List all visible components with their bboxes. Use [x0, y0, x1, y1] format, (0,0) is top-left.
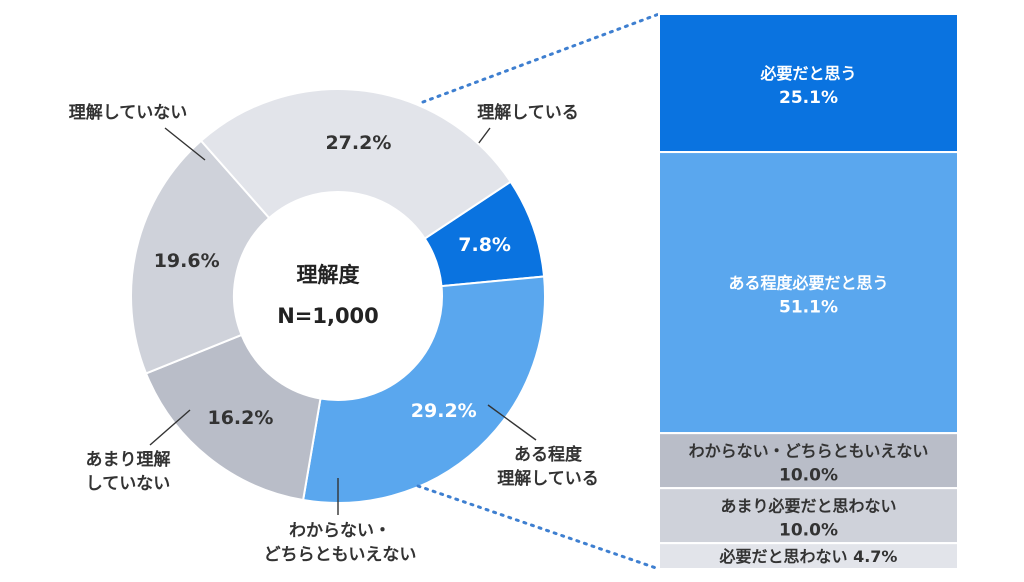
stacked-segment-item-1 [658, 13, 959, 154]
stacked-segment-label: 必要だと思う [759, 64, 856, 83]
stacked-segment-item-3 [658, 432, 959, 490]
stacked-segment-value: 10.0% [779, 466, 838, 486]
stacked-segment-value: 51.1% [779, 298, 838, 318]
stacked-segment-item-4 [658, 487, 959, 545]
connector-lines [416, 12, 661, 571]
donut-value-label: 16.2% [207, 407, 273, 429]
connector-bottom [416, 484, 661, 571]
stacked-segment-value: 10.0% [779, 521, 838, 541]
callout-leader-line [149, 409, 191, 446]
donut-slice-item-5 [199, 88, 513, 240]
donut-value-label: 19.6% [154, 250, 220, 272]
donut-category-label: ある程度理解している [497, 444, 599, 489]
stacked-bar-chart: 必要だと思う 25.1% ある程度必要だと思う 51.1% わからない・どちらともいえな… [658, 13, 959, 570]
donut-category-label: 理解している [477, 102, 579, 123]
stacked-segment-label: 必要だと思わない 4.7% [719, 547, 898, 566]
stacked-segment-label: あまり必要だと思わない [720, 497, 896, 516]
donut-center-title: 理解度 [297, 263, 360, 287]
donut-category-label: あまり理解していない [86, 449, 171, 494]
callout-leader-line [164, 127, 206, 161]
donut-value-label: 7.8% [458, 234, 511, 256]
stacked-segment-value: 25.1% [779, 88, 838, 108]
donut-slice-item-3 [144, 333, 322, 502]
stacked-segment-item-5 [658, 542, 959, 570]
donut-center-subtitle: N=1,000 [277, 304, 379, 328]
donut-slice-item-2 [301, 275, 546, 504]
donut-slice-item-4 [130, 139, 271, 375]
donut-category-label: わからない・どちらともいえない [264, 521, 417, 565]
stacked-segment-label: ある程度必要だと思う [728, 274, 888, 293]
donut-value-label: 29.2% [411, 400, 477, 422]
stacked-segment-item-2 [658, 151, 959, 435]
donut-chart: 7.8% 理解している 29.2% ある程度理解している 16.2% わからない・どちらと… [69, 88, 599, 565]
donut-value-label: 27.2% [325, 132, 391, 154]
callout-leader-line [487, 404, 537, 441]
donut-category-label: 理解していない [69, 102, 188, 123]
connector-top [421, 12, 661, 104]
stacked-segment-label: わからない・どちらともいえない [689, 442, 929, 461]
